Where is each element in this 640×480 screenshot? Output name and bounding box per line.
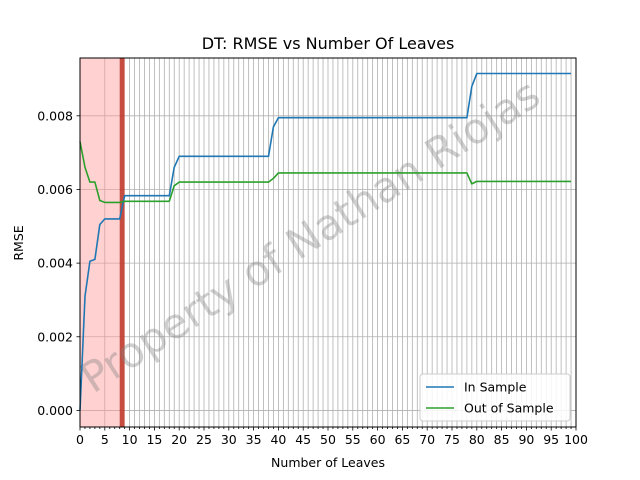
y-tick-label: 0.000 <box>37 403 73 418</box>
x-tick-label: 100 <box>564 432 588 447</box>
chart-title: DT: RMSE vs Number Of Leaves <box>202 34 455 53</box>
x-tick-label: 90 <box>518 432 534 447</box>
x-tick-label: 20 <box>171 432 187 447</box>
x-tick-label: 25 <box>196 432 212 447</box>
series-line-in-sample <box>79 72 571 411</box>
tick-layer: 0 5 10 15 20 25 30 35 40 45 50 55 60 65 70 75 80 85 90 95 10… <box>37 108 588 447</box>
x-tick-label: 65 <box>394 432 410 447</box>
legend-box <box>419 373 571 422</box>
x-tick-label: 60 <box>370 432 386 447</box>
legend-label: In Sample <box>464 380 527 395</box>
x-tick-label: 40 <box>270 432 286 447</box>
x-tick-label: 50 <box>320 432 336 447</box>
y-tick-label: 0.004 <box>37 256 73 271</box>
x-tick-label: 10 <box>122 432 138 447</box>
legend-label: Out of Sample <box>464 401 554 416</box>
legend: In Sample Out of Sample <box>419 373 571 422</box>
x-axis-label: Number of Leaves <box>271 455 385 470</box>
overfit-region-layer <box>80 58 125 427</box>
x-tick-label: 45 <box>295 432 311 447</box>
x-tick-label: 80 <box>469 432 485 447</box>
x-tick-label: 15 <box>146 432 162 447</box>
x-tick-label: 5 <box>101 432 109 447</box>
optimal-leaf-marker <box>119 58 125 427</box>
overfit-region <box>80 58 120 427</box>
x-tick-label: 30 <box>221 432 237 447</box>
y-tick-label: 0.006 <box>37 182 73 197</box>
x-tick-label: 70 <box>419 432 435 447</box>
x-tick-label: 75 <box>444 432 460 447</box>
x-tick-label: 35 <box>246 432 262 447</box>
x-tick-label: 85 <box>494 432 510 447</box>
y-tick-label: 0.008 <box>37 108 73 123</box>
x-tick-label: 95 <box>543 432 559 447</box>
x-tick-label: 0 <box>76 432 84 447</box>
y-tick-label: 0.002 <box>37 329 73 344</box>
y-axis-label: RMSE <box>11 225 26 260</box>
series-line-out-of-sample <box>79 141 571 204</box>
series-layer <box>79 72 571 411</box>
x-tick-label: 55 <box>345 432 361 447</box>
grid <box>79 58 577 427</box>
